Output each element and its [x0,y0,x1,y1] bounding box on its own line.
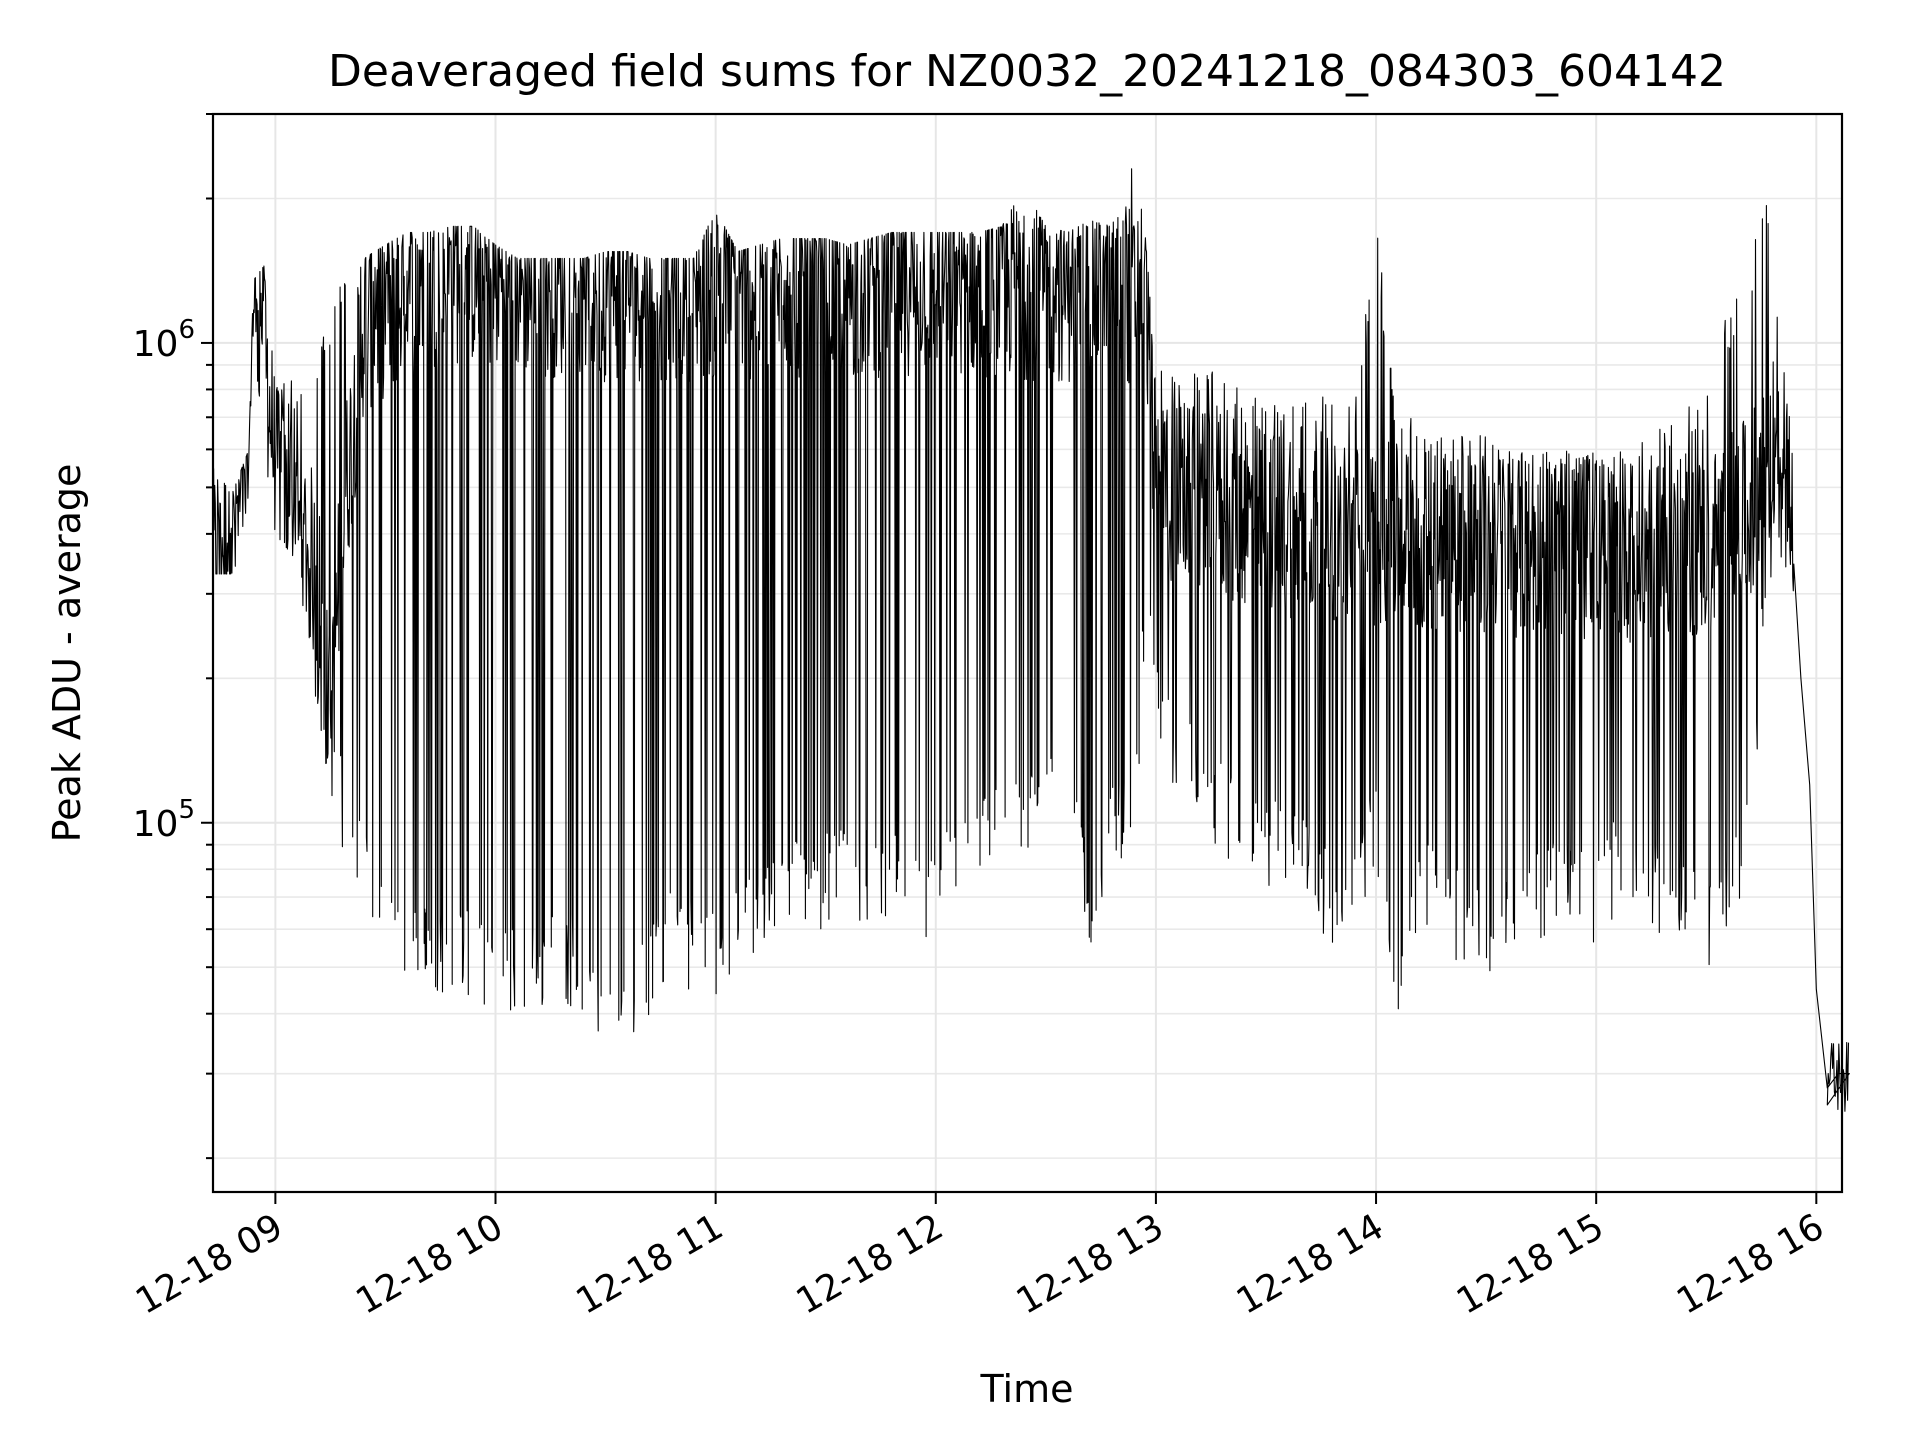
y-tick-exponent: 6 [178,315,195,345]
series-group [212,168,1850,1112]
plot-frame [211,112,1844,1194]
y-tick-base: 10 [133,804,179,845]
y-tick-exponent: 5 [178,795,195,825]
y-tick-base: 10 [133,324,179,365]
y-axis-label: Peak ADU - average [45,464,89,843]
series-line [212,168,1850,1112]
x-axis-label: Time [980,1367,1074,1411]
y-tick-label: 106 [133,315,195,365]
y-tick-label: 105 [133,795,195,845]
chart-title: Deaveraged field sums for NZ0032_2024121… [328,46,1726,97]
